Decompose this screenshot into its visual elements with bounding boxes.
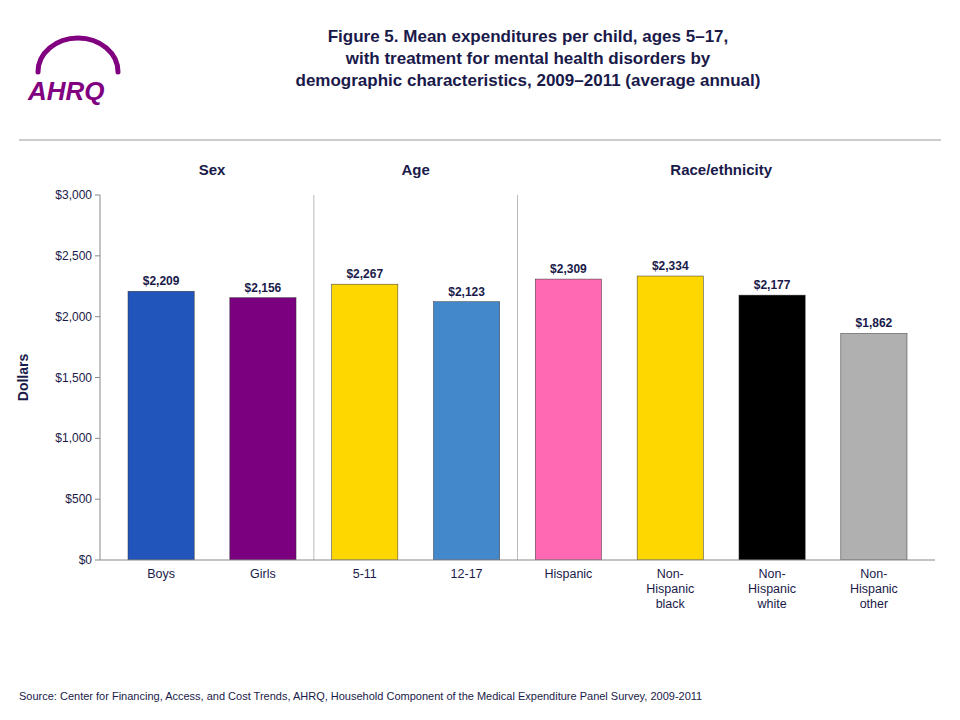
- logo: AHRQ: [27, 38, 118, 106]
- data-label: $2,309: [550, 262, 587, 276]
- bar: [230, 298, 296, 560]
- text-line: Hispanic: [748, 582, 796, 596]
- text-line: Non-: [759, 567, 786, 581]
- y-tick: [95, 195, 100, 196]
- x-tick-label: Non-Hispanicother: [850, 567, 898, 611]
- x-tick-label: Hispanic: [544, 567, 592, 581]
- y-tick-label: $1,500: [55, 371, 92, 385]
- y-tick-label: $3,000: [55, 188, 92, 202]
- title: Figure 5. Mean expenditures per child, a…: [296, 27, 761, 90]
- bar: [433, 302, 499, 560]
- text-line: with treatment for mental health disorde…: [345, 49, 711, 68]
- bar: [739, 295, 805, 560]
- bar: [535, 279, 601, 560]
- x-tick-label: 12-17: [451, 567, 483, 581]
- y-tick-label: $0: [79, 553, 93, 567]
- y-tick: [95, 255, 100, 256]
- x-axis-line: [100, 560, 935, 561]
- logo-text: AHRQ: [27, 76, 105, 106]
- text-line: black: [656, 597, 686, 611]
- y-tick-label: $2,000: [55, 310, 92, 324]
- text-line: Hispanic: [544, 567, 592, 581]
- text-line: Boys: [147, 567, 175, 581]
- y-axis-label: Dollars: [15, 354, 31, 402]
- text-line: 5-11: [353, 567, 377, 581]
- text-line: 12-17: [451, 567, 483, 581]
- data-label: $2,156: [245, 281, 282, 295]
- x-tick-label: 5-11: [353, 567, 377, 581]
- group-label: Sex: [199, 161, 226, 178]
- y-tick: [95, 316, 100, 317]
- y-tick: [95, 560, 100, 561]
- header-rule: [19, 139, 941, 140]
- text-line: Figure 5. Mean expenditures per child, a…: [328, 27, 729, 46]
- y-tick: [95, 438, 100, 439]
- groups: Sex Age Race/ethnicity: [199, 161, 773, 560]
- x-tick-label: Non-Hispanicwhite: [748, 567, 796, 611]
- bars: [128, 276, 907, 560]
- group-separator: [313, 195, 314, 560]
- y-tick: [95, 499, 100, 500]
- text-line: Non-: [860, 567, 887, 581]
- text-line: Hispanic: [646, 582, 694, 596]
- x-tick-label: Non-Hispanicblack: [646, 567, 694, 611]
- group-label: Race/ethnicity: [670, 161, 772, 178]
- text-line: other: [860, 597, 889, 611]
- group-separator: [517, 195, 518, 560]
- data-label: $1,862: [856, 316, 893, 330]
- group-label: Age: [401, 161, 429, 178]
- x-tick-label: Boys: [147, 567, 175, 581]
- data-label: $2,177: [754, 278, 791, 292]
- source: Source: Center for Financing, Access, an…: [19, 690, 702, 702]
- logo-arc: [38, 38, 118, 72]
- text-line: Girls: [250, 567, 276, 581]
- chart: AHRQ Figure 5. Mean expenditures per chil…: [0, 0, 960, 720]
- bar: [332, 284, 398, 560]
- x-axis: BoysGirls5-1112-17HispanicNon-Hispanicbl…: [100, 560, 935, 611]
- text-line: white: [756, 597, 786, 611]
- y-tick-label: $500: [65, 492, 92, 506]
- bar: [128, 291, 194, 560]
- data-label: $2,209: [143, 274, 180, 288]
- x-tick-label: Girls: [250, 567, 276, 581]
- y-tick-label: $2,500: [55, 249, 92, 263]
- text-line: demographic characteristics, 2009–2011 (…: [296, 71, 761, 90]
- y-tick: [95, 377, 100, 378]
- text-line: Hispanic: [850, 582, 898, 596]
- bar: [841, 333, 907, 560]
- bar: [637, 276, 703, 560]
- data-label: $2,334: [652, 259, 689, 273]
- data-label: $2,267: [346, 267, 383, 281]
- y-tick-label: $1,000: [55, 431, 92, 445]
- data-labels: $2,209 $2,156 $2,267 $2,123 $2,309 $2,334 $2,1…: [143, 259, 893, 330]
- text-line: Non-: [657, 567, 684, 581]
- y-axis: $0 $500 $1,000 $1,500 $2,000 $2,500 $3,000: [55, 188, 100, 567]
- data-label: $2,123: [448, 285, 485, 299]
- y-axis-line: [100, 195, 101, 560]
